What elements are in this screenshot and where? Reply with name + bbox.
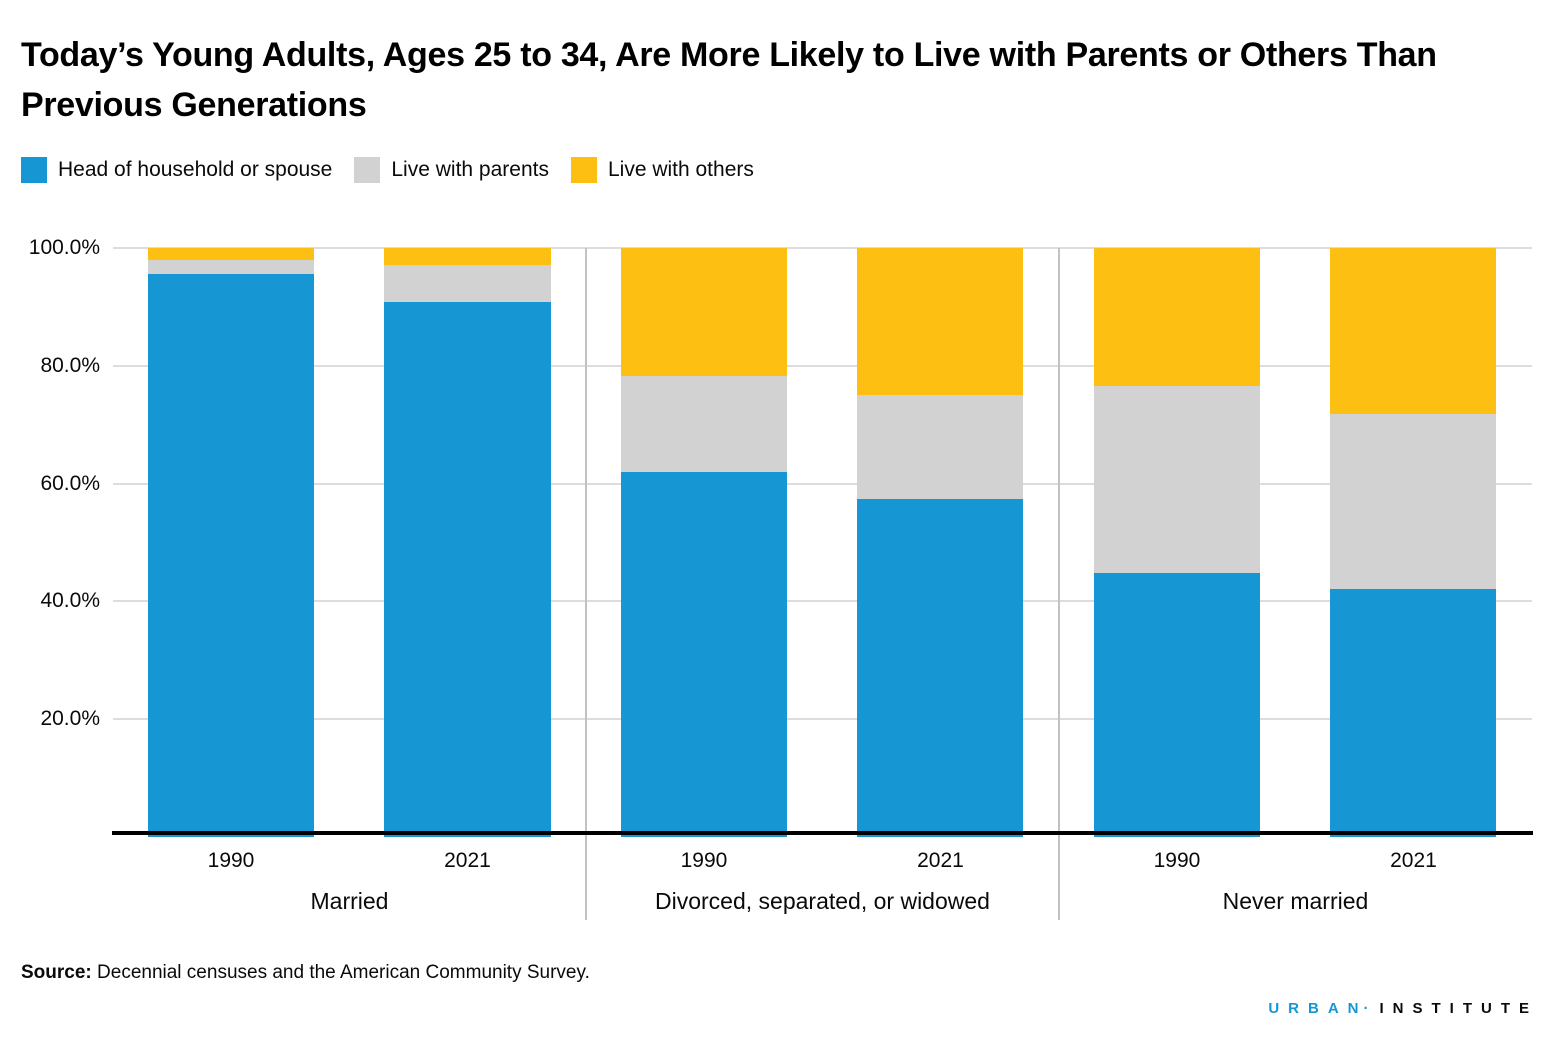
bar-segment-head-of-household-or-spouse (857, 498, 1024, 837)
bar-segment-live-with-parents (1330, 414, 1497, 590)
bar-segment-head-of-household-or-spouse (1330, 589, 1497, 837)
x-axis-line (112, 831, 1533, 835)
gridline-100 (113, 247, 1532, 249)
plot-area: 1990 2021 Married 1990 2021 Divorced, separat… (113, 247, 1532, 920)
logo-dot-icon: · (1363, 1000, 1378, 1017)
y-tick-label: 100.0% (28, 236, 100, 259)
bar-segment-head-of-household-or-spouse (384, 302, 551, 837)
group-label-never-married: Never married (1222, 888, 1369, 914)
bar-segment-live-with-others (620, 248, 787, 376)
source-note: Source: Decennial censuses and the Ameri… (21, 962, 590, 984)
bar-segment-head-of-household-or-spouse (148, 273, 315, 837)
legend-swatch-blue-icon (21, 157, 47, 183)
bar-divorced-separated-or-widowed-2021 (857, 248, 1024, 837)
legend-label: Live with parents (391, 158, 549, 181)
y-tick-label: 80.0% (40, 354, 100, 377)
x-tick-label-1990: 1990 (1153, 849, 1201, 872)
source-text: Decennial censuses and the American Comm… (97, 962, 590, 983)
legend: Head of household or spouse Live with pa… (21, 157, 754, 183)
bar-segment-live-with-others (857, 248, 1024, 395)
bar-segment-live-with-others (148, 248, 315, 261)
group-label-married: Married (310, 888, 389, 914)
bar-segment-live-with-others (1330, 248, 1497, 415)
legend-label: Head of household or spouse (58, 158, 333, 181)
group-married: 1990 2021 Married (113, 248, 586, 914)
bar-married-2021 (384, 248, 551, 837)
bar-segment-live-with-others (1093, 248, 1260, 387)
group-separator (584, 248, 587, 920)
group-never-married: 1990 2021 Never married (1057, 248, 1532, 920)
legend-item-live-with-parents: Live with parents (354, 157, 549, 183)
bar-segment-live-with-parents (384, 264, 551, 303)
legend-label: Live with others (607, 158, 754, 181)
urban-institute-logo: URBAN· INSTITUTE (1268, 1000, 1538, 1017)
gridline-80 (113, 365, 1532, 367)
bar-divorced-separated-or-widowed-1990 (620, 248, 787, 837)
x-tick-label-2021: 2021 (1390, 849, 1437, 872)
bar-segment-live-with-parents (1093, 386, 1260, 573)
x-tick-label-1990: 1990 (680, 849, 728, 872)
x-tick-label-2021: 2021 (444, 849, 491, 872)
logo-institute: INSTITUTE (1379, 1000, 1538, 1017)
legend-swatch-gray-icon (354, 157, 381, 183)
bar-never-married-2021 (1330, 248, 1497, 837)
source-label: Source: (21, 962, 92, 983)
bar-segment-live-with-parents (620, 375, 787, 472)
chart-title: Today’s Young Adults, Ages 25 to 34, Are… (21, 36, 1437, 124)
bar-segment-live-with-parents (857, 394, 1024, 499)
legend-item-head-of-household: Head of household or spouse (21, 157, 332, 183)
group-separator (1057, 248, 1060, 920)
y-tick-label: 40.0% (40, 589, 100, 612)
x-tick-label-1990: 1990 (207, 849, 255, 872)
bar-segment-live-with-others (384, 248, 551, 265)
bar-segment-live-with-parents (148, 260, 315, 274)
gridline-40 (113, 600, 1532, 602)
bar-never-married-1990 (1093, 248, 1260, 837)
gridline-20 (113, 718, 1532, 720)
group-label-divorced-separated-or-widowed: Divorced, separated, or widowed (655, 888, 990, 914)
legend-item-live-with-others: Live with others (570, 157, 754, 183)
bar-segment-head-of-household-or-spouse (1093, 572, 1260, 837)
y-tick-label: 20.0% (40, 707, 100, 730)
group-divorced-separated-or-widowed: 1990 2021 Divorced, separated, or widowed (584, 248, 1059, 920)
y-tick-label: 60.0% (40, 472, 100, 495)
gridline-60 (113, 483, 1532, 485)
y-axis: 100.0% 80.0% 60.0% 40.0% 20.0% (0, 236, 100, 837)
x-tick-label-2021: 2021 (917, 849, 964, 872)
bar-segment-head-of-household-or-spouse (620, 471, 787, 837)
legend-swatch-yellow-icon (570, 157, 597, 183)
logo-urban: URBAN (1268, 1000, 1368, 1017)
bar-married-1990 (148, 248, 315, 837)
